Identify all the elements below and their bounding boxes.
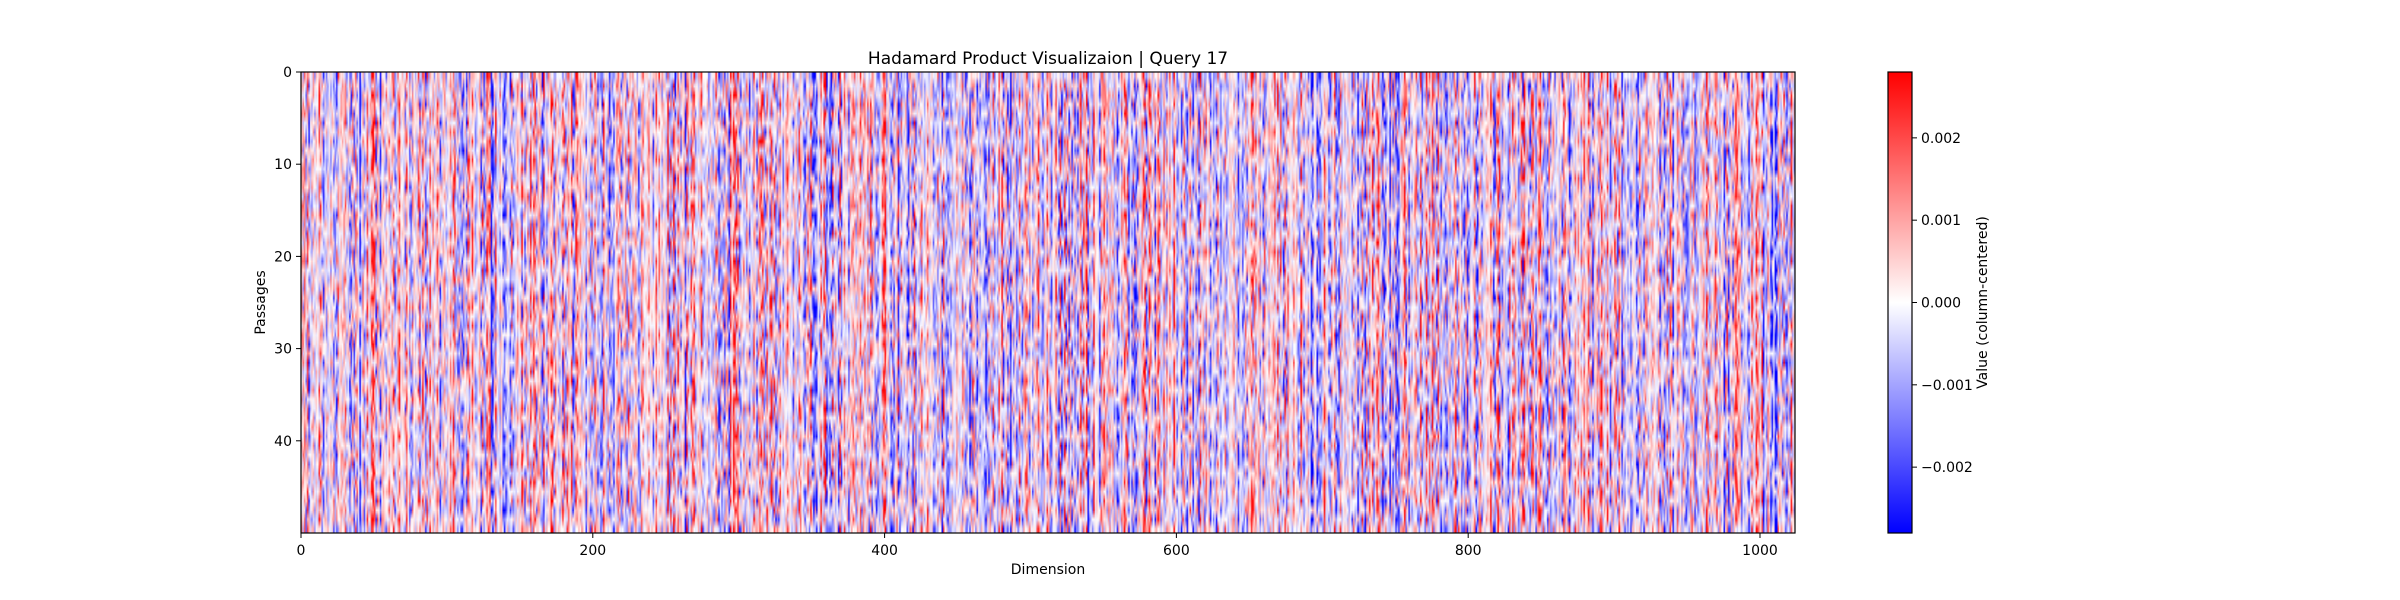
y-tick-label: 40 (274, 434, 292, 450)
x-tick-label: 0 (297, 543, 306, 559)
colorbar-tick-label: −0.001 (1921, 378, 1973, 394)
x-tick-label: 200 (579, 543, 606, 559)
x-tick-label: 600 (1163, 543, 1190, 559)
colorbar-tick-label: −0.002 (1921, 460, 1973, 476)
x-tick-label: 400 (871, 543, 898, 559)
y-tick-label: 20 (274, 249, 292, 265)
colorbar-tick-label: 0.001 (1921, 213, 1961, 229)
colorbar-label: Value (column-centered) (1975, 216, 1991, 389)
heatmap-cells (301, 72, 1795, 533)
colorbar-tick-label: 0.000 (1921, 296, 1961, 312)
y-axis-label: Passages (253, 270, 269, 334)
y-axis-ticks: 0 10 20 30 40 (274, 65, 301, 450)
colorbar-tick-label: 0.002 (1921, 131, 1961, 147)
y-tick-label: 0 (283, 65, 292, 81)
colorbar (1887, 71, 1913, 534)
y-tick-label: 30 (274, 342, 292, 358)
x-axis-label: Dimension (1011, 562, 1085, 578)
x-tick-label: 1000 (1742, 543, 1778, 559)
y-tick-label: 10 (274, 157, 292, 173)
colorbar-ticks: −0.002 −0.001 0.000 0.001 0.002 (1912, 131, 1973, 476)
chart-title: Hadamard Product Visualizaion | Query 17 (868, 49, 1228, 69)
plot-frame (300, 71, 1796, 534)
x-tick-label: 800 (1455, 543, 1482, 559)
x-axis-ticks: 0 200 400 600 800 1000 (297, 533, 1778, 559)
